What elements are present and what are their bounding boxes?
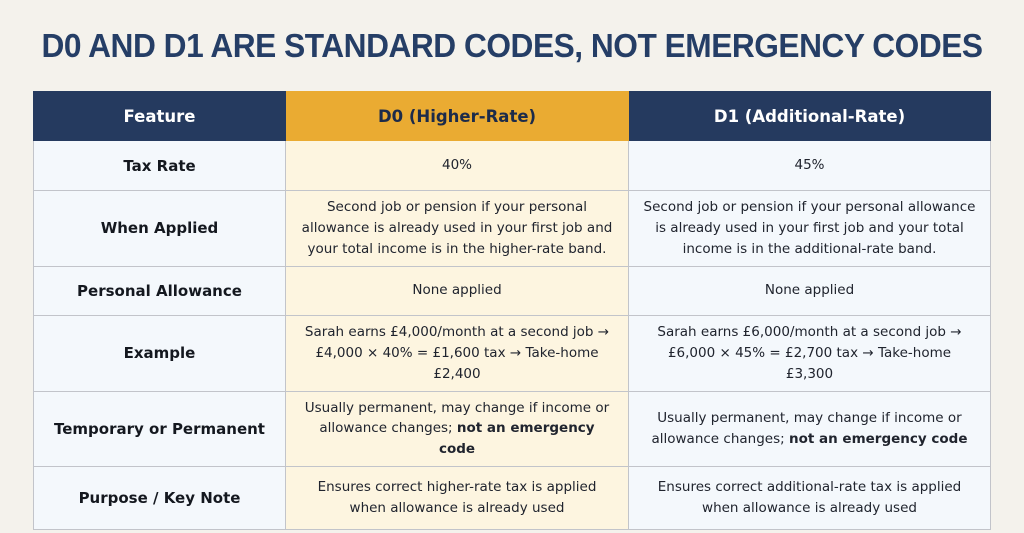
infographic-page: D0 AND D1 ARE STANDARD CODES, NOT EMERGE… [0, 27, 1024, 533]
d1-note-text: Usually permanent, may change if income … [651, 409, 962, 447]
feature-cell: Tax Rate [33, 140, 286, 191]
d0-cell: Usually permanent, may change if income … [285, 390, 629, 468]
feature-cell: Personal Allowance [33, 265, 286, 316]
feature-cell: Example [33, 314, 286, 392]
d0-cell: Sarah earns £4,000/month at a second job… [285, 314, 629, 392]
header-d0: D0 (Higher-Rate) [285, 91, 629, 141]
header-d1: D1 (Additional-Rate) [628, 91, 991, 141]
feature-cell: Purpose / Key Note [33, 466, 286, 531]
d1-cell: Usually permanent, may change if income … [628, 390, 991, 468]
d1-cell: 45% [628, 140, 991, 191]
d0-cell: Ensures correct higher-rate tax is appli… [285, 466, 629, 531]
header-row: Feature D0 (Higher-Rate) D1 (Additional-… [33, 91, 991, 141]
table-row-tax-rate: Tax Rate 40% 45% [33, 140, 991, 191]
feature-cell: Temporary or Permanent [33, 390, 286, 468]
d0-note-bold: not an emergency code [438, 420, 595, 458]
d0-cell: Second job or pension if your personal a… [285, 190, 629, 267]
d1-cell: Second job or pension if your personal a… [628, 190, 991, 267]
comparison-table: Feature D0 (Higher-Rate) D1 (Additional-… [33, 91, 991, 531]
d0-cell: 40% [285, 140, 629, 191]
header-feature: Feature [33, 91, 286, 141]
d1-cell: None applied [628, 265, 991, 316]
d0-note-text: Usually permanent, may change if income … [304, 399, 610, 437]
table-row-example: Example Sarah earns £4,000/month at a se… [33, 314, 991, 392]
table-row-when-applied: When Applied Second job or pension if yo… [33, 190, 991, 267]
table-row-personal-allowance: Personal Allowance None applied None app… [33, 265, 991, 316]
d1-cell: Ensures correct additional-rate tax is a… [628, 466, 991, 531]
table-row-temporary-or-permanent: Temporary or Permanent Usually permanent… [33, 390, 991, 468]
table-row-purpose-key-note: Purpose / Key Note Ensures correct highe… [33, 466, 991, 531]
d1-note-bold: not an emergency code [788, 430, 968, 447]
d0-cell: None applied [285, 265, 629, 316]
d1-cell: Sarah earns £6,000/month at a second job… [628, 314, 991, 392]
feature-cell: When Applied [33, 190, 286, 267]
page-title: D0 AND D1 ARE STANDARD CODES, NOT EMERGE… [41, 27, 983, 64]
